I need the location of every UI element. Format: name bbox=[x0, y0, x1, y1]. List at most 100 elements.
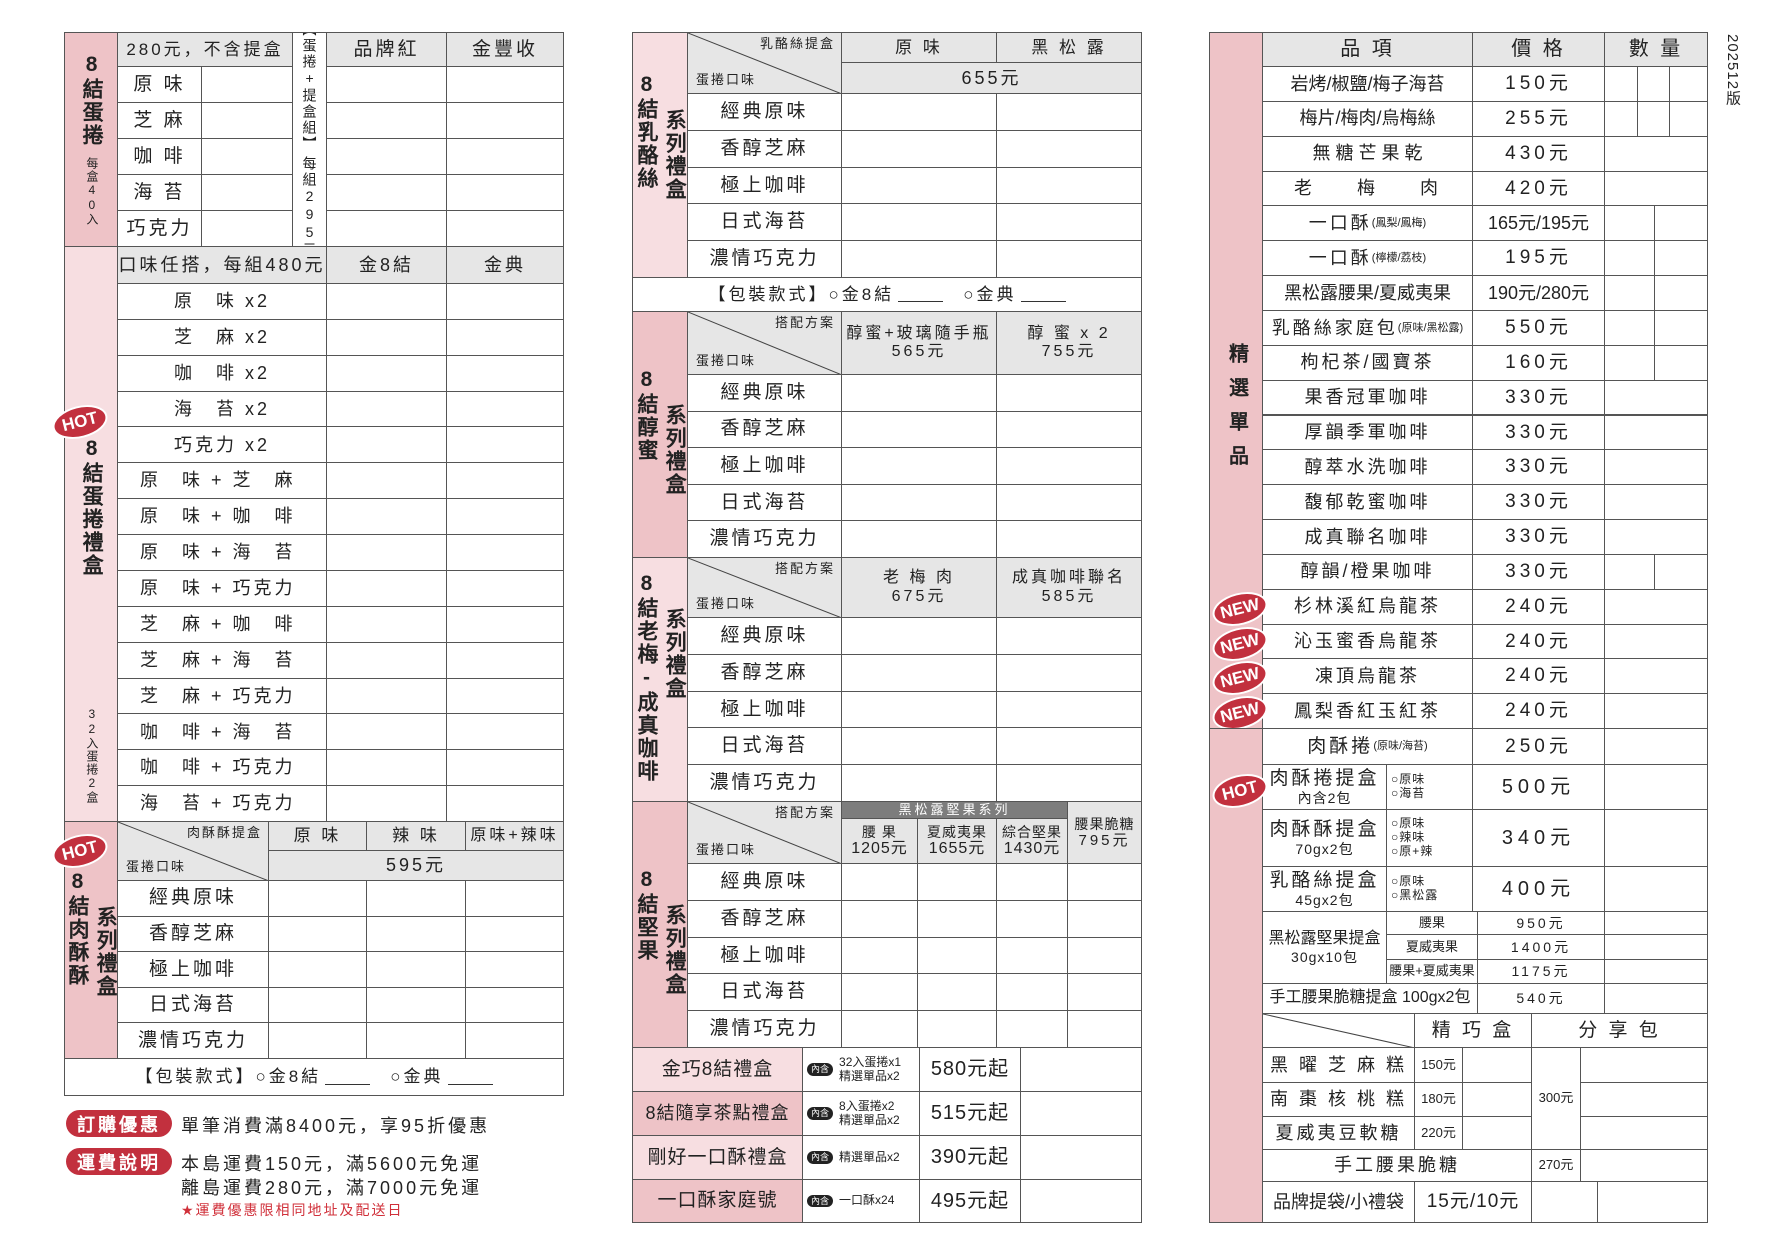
quantity-cell[interactable] bbox=[996, 483, 1142, 522]
quantity-cell[interactable] bbox=[996, 166, 1142, 205]
quantity-cell[interactable] bbox=[326, 102, 447, 139]
quantity-cell[interactable] bbox=[841, 410, 997, 449]
quantity-cell[interactable] bbox=[326, 605, 447, 643]
quantity-cell[interactable] bbox=[1604, 170, 1708, 207]
package-option-gold8[interactable]: ○金8結 bbox=[255, 1067, 322, 1087]
quantity-cell[interactable] bbox=[1020, 1179, 1142, 1223]
fill-line[interactable] bbox=[898, 287, 944, 302]
quantity-cell[interactable] bbox=[1654, 275, 1708, 311]
quantity-cell[interactable] bbox=[841, 899, 918, 938]
quantity-cell[interactable] bbox=[1020, 1091, 1142, 1136]
quantity-cell[interactable] bbox=[996, 93, 1142, 131]
quantity-cell[interactable] bbox=[446, 534, 564, 571]
package-option-gold8[interactable]: ○金8結 bbox=[828, 284, 895, 304]
package-option-classic[interactable]: ○金典 bbox=[963, 284, 1017, 304]
quantity-cell[interactable] bbox=[326, 498, 447, 536]
quantity-cell[interactable] bbox=[996, 520, 1142, 558]
quantity-cell[interactable] bbox=[1604, 309, 1655, 346]
option-radio[interactable]: ○黑松露 bbox=[1391, 888, 1439, 902]
quantity-cell[interactable] bbox=[1604, 379, 1708, 416]
quantity-cell[interactable] bbox=[996, 617, 1142, 655]
quantity-cell[interactable] bbox=[1067, 899, 1142, 938]
quantity-cell[interactable] bbox=[326, 318, 447, 356]
quantity-cell[interactable] bbox=[996, 203, 1142, 242]
quantity-cell[interactable] bbox=[201, 102, 293, 139]
quantity-cell[interactable] bbox=[446, 498, 564, 536]
quantity-cell[interactable] bbox=[326, 426, 447, 464]
quantity-cell[interactable] bbox=[366, 915, 466, 953]
quantity-cell[interactable] bbox=[996, 863, 1068, 901]
quantity-cell[interactable] bbox=[996, 1010, 1068, 1048]
quantity-cell[interactable] bbox=[1604, 866, 1708, 912]
quantity-cell[interactable] bbox=[1067, 863, 1142, 901]
quantity-cell[interactable] bbox=[268, 915, 367, 953]
option-radio[interactable]: ○原味 bbox=[1391, 874, 1426, 889]
fill-line[interactable] bbox=[325, 1070, 371, 1085]
quantity-cell[interactable] bbox=[446, 354, 564, 392]
quantity-cell[interactable] bbox=[326, 462, 447, 500]
quantity-cell[interactable] bbox=[1020, 1135, 1142, 1180]
quantity-cell[interactable] bbox=[1067, 973, 1142, 1012]
quantity-cell[interactable] bbox=[917, 1010, 997, 1048]
quantity-cell[interactable] bbox=[268, 951, 367, 988]
quantity-cell[interactable] bbox=[446, 462, 564, 500]
quantity-cell[interactable] bbox=[446, 138, 564, 175]
quantity-cell[interactable] bbox=[1462, 1047, 1532, 1083]
quantity-cell[interactable] bbox=[1067, 936, 1142, 975]
quantity-cell[interactable] bbox=[326, 210, 447, 247]
quantity-cell[interactable] bbox=[841, 764, 997, 802]
quantity-cell[interactable] bbox=[326, 66, 447, 103]
quantity-cell[interactable] bbox=[268, 986, 367, 1024]
quantity-cell[interactable] bbox=[446, 641, 564, 679]
quantity-cell[interactable] bbox=[1604, 934, 1708, 960]
quantity-cell[interactable] bbox=[841, 973, 918, 1012]
quantity-cell[interactable] bbox=[201, 174, 293, 211]
quantity-cell[interactable] bbox=[1604, 449, 1708, 486]
quantity-cell[interactable] bbox=[268, 880, 367, 917]
quantity-cell[interactable] bbox=[841, 374, 997, 412]
quantity-cell[interactable] bbox=[465, 880, 564, 917]
quantity-cell[interactable] bbox=[996, 129, 1142, 168]
quantity-cell[interactable] bbox=[1604, 66, 1638, 102]
quantity-cell[interactable] bbox=[465, 951, 564, 988]
quantity-cell[interactable] bbox=[268, 1022, 367, 1059]
quantity-cell[interactable] bbox=[1604, 911, 1708, 935]
quantity-cell[interactable] bbox=[841, 617, 997, 655]
quantity-cell[interactable] bbox=[446, 283, 564, 320]
option-radio[interactable]: ○海苔 bbox=[1391, 786, 1426, 800]
quantity-cell[interactable] bbox=[446, 785, 564, 823]
quantity-cell[interactable] bbox=[366, 880, 466, 917]
quantity-cell[interactable] bbox=[1462, 1082, 1532, 1117]
quantity-cell[interactable] bbox=[446, 713, 564, 751]
fill-line[interactable] bbox=[447, 1070, 493, 1085]
quantity-cell[interactable] bbox=[996, 690, 1142, 729]
quantity-cell[interactable] bbox=[1669, 66, 1708, 102]
quantity-cell[interactable] bbox=[465, 986, 564, 1024]
quantity-cell[interactable] bbox=[1669, 100, 1708, 137]
quantity-cell[interactable] bbox=[1604, 764, 1708, 810]
quantity-cell[interactable] bbox=[996, 410, 1142, 449]
quantity-cell[interactable] bbox=[1604, 983, 1708, 1014]
quantity-cell[interactable] bbox=[1604, 959, 1708, 984]
quantity-cell[interactable] bbox=[446, 174, 564, 211]
option-radio[interactable]: ○原味 bbox=[1391, 772, 1426, 787]
quantity-cell[interactable] bbox=[841, 690, 997, 729]
quantity-cell[interactable] bbox=[841, 1010, 918, 1048]
quantity-cell[interactable] bbox=[465, 1022, 564, 1059]
quantity-cell[interactable] bbox=[841, 166, 997, 205]
quantity-cell[interactable] bbox=[326, 174, 447, 211]
fill-line[interactable] bbox=[1020, 287, 1066, 302]
quantity-cell[interactable] bbox=[841, 240, 997, 278]
quantity-cell[interactable] bbox=[201, 138, 293, 175]
quantity-cell[interactable] bbox=[1654, 309, 1708, 346]
quantity-cell[interactable] bbox=[996, 374, 1142, 412]
quantity-cell[interactable] bbox=[1067, 1010, 1142, 1048]
quantity-cell[interactable] bbox=[841, 863, 918, 901]
quantity-cell[interactable] bbox=[1654, 553, 1708, 590]
quantity-cell[interactable] bbox=[1604, 658, 1708, 695]
quantity-cell[interactable] bbox=[996, 973, 1068, 1012]
quantity-cell[interactable] bbox=[1604, 240, 1655, 277]
quantity-cell[interactable] bbox=[1531, 1181, 1598, 1223]
quantity-cell[interactable] bbox=[1462, 1116, 1532, 1150]
quantity-cell[interactable] bbox=[917, 936, 997, 975]
